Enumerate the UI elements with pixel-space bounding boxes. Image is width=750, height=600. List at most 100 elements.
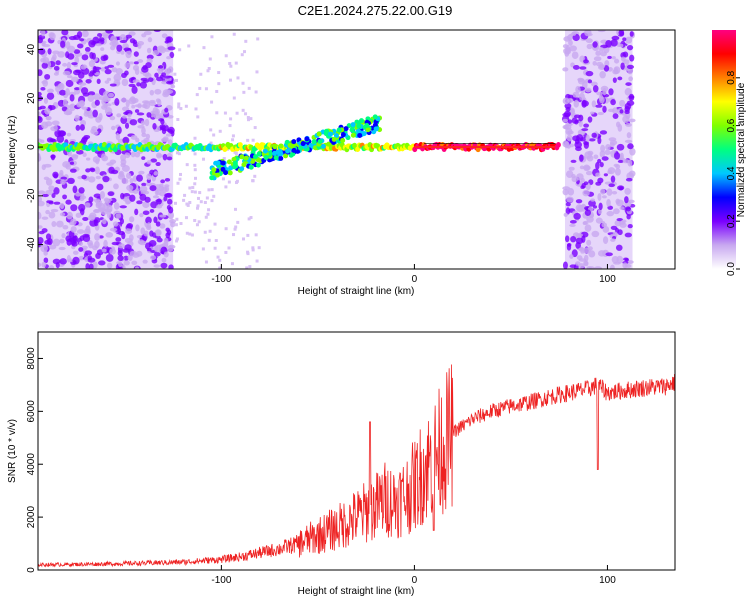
noise-blob [609,139,618,146]
noise-blob [84,202,91,208]
colorbar-tick-label: 0.0 [726,262,737,276]
branch-pixel [256,151,262,157]
sparse-pixel [185,231,189,235]
branch-pixel [262,148,268,154]
sparse-pixel [188,186,192,190]
noise-blob [106,162,114,166]
noise-blob [142,259,148,264]
noise-blob [65,79,74,88]
noise-blob [614,67,619,75]
noise-blob [98,37,105,42]
noise-blob [578,263,585,269]
x-tick-label: 100 [599,575,616,586]
noise-blob [624,139,633,143]
noise-blob [136,250,143,257]
noise-blob [38,138,43,143]
branch-pixel [373,126,379,132]
noise-blob [114,98,120,106]
noise-blob [62,99,68,107]
noise-blob [165,192,173,198]
noise-blob [107,64,115,68]
sparse-pixel [243,50,247,54]
noise-blob [628,93,635,102]
noise-blob [597,250,606,257]
noise-blob [52,171,59,178]
noise-blob [584,151,593,159]
noise-blob [617,159,624,163]
noise-blob [610,175,616,183]
noise-blob [93,93,101,101]
noise-blob [66,255,71,263]
branch-pixel [231,156,237,162]
noise-blob [128,31,136,36]
snr-x-label: Height of straight line (km) [298,586,415,597]
noise-blob [74,87,81,91]
branch-pixel [364,122,370,128]
sparse-pixel [234,225,238,229]
noise-blob [573,99,579,108]
noise-blob [577,77,585,83]
noise-blob [95,43,102,47]
noise-blob [63,110,72,116]
noise-blob [94,233,101,241]
noise-blob [111,67,118,73]
noise-blob [583,181,589,186]
sparse-pixel [193,152,197,156]
noise-blob [38,200,45,207]
branch-pixel [255,162,261,168]
noise-blob [602,236,609,244]
noise-blob [60,179,66,185]
noise-blob [574,138,580,145]
branch-pixel [291,139,297,145]
noise-blob [169,51,175,59]
noise-blob [575,233,583,238]
x-tick-label: 0 [412,575,418,586]
noise-blob [88,60,95,68]
branch-pixel [324,128,330,134]
noise-blob [137,43,142,49]
spectrogram-y-label: Frequency (Hz) [7,116,18,185]
noise-blob [152,195,160,199]
noise-blob [569,45,577,52]
sparse-pixel [224,250,228,254]
sparse-pixel [175,237,179,241]
noise-blob [161,33,168,39]
sparse-pixel [257,246,261,250]
noise-blob [92,109,98,118]
branch-pixel [317,139,323,145]
noise-blob [567,188,575,196]
sparse-pixel [176,181,180,185]
noise-blob [605,252,613,257]
noise-blob [94,166,100,175]
sparse-pixel [209,141,213,145]
noise-blob [625,36,633,44]
sparse-pixel [218,266,222,269]
noise-blob [135,137,140,143]
sparse-pixel [195,93,199,97]
branch-pixel [304,136,310,142]
sparse-pixel [251,248,255,252]
sparse-pixel [236,220,240,224]
noise-blob [139,185,148,193]
noise-blob [565,207,571,215]
sparse-pixel [205,196,209,200]
noise-blob [134,151,141,158]
sparse-pixel [248,265,252,269]
noise-blob [59,212,66,217]
sparse-pixel [242,90,246,94]
noise-blob [76,31,83,39]
noise-blob [592,85,599,93]
noise-blob [48,265,55,269]
sparse-pixel [198,86,202,90]
noise-blob [82,234,91,243]
noise-blob [142,100,150,104]
noise-blob [81,30,89,38]
sparse-pixel [247,86,251,90]
noise-blob [610,99,616,106]
noise-blob [148,101,156,107]
noise-blob [619,109,624,114]
noise-blob [146,173,152,181]
noise-blob [101,248,107,253]
noise-blob [152,122,157,130]
noise-blob [46,92,55,100]
